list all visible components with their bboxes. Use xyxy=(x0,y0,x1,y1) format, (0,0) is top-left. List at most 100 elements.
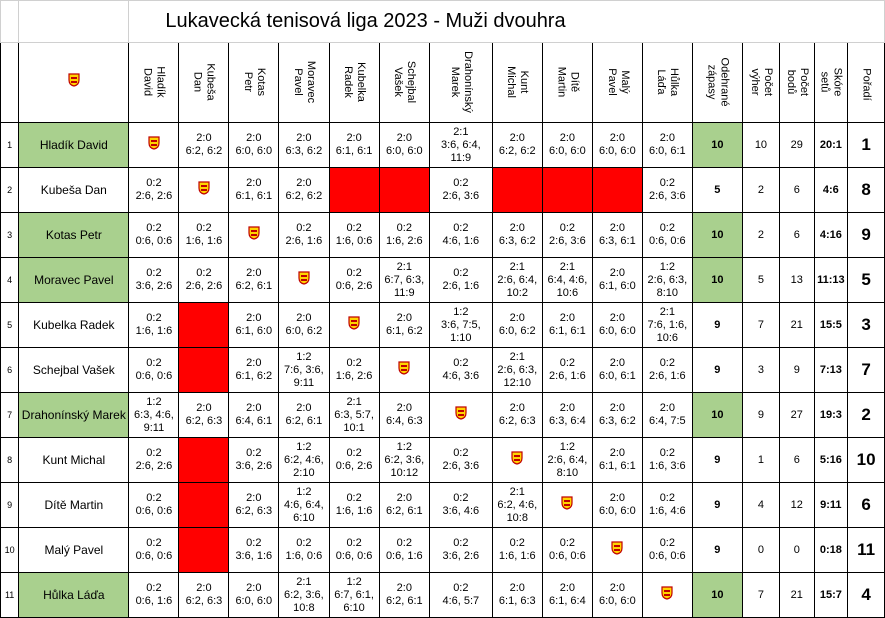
win-count: 5 xyxy=(741,257,781,303)
club-logo-icon xyxy=(453,405,469,420)
win-count: 4 xyxy=(741,482,781,528)
column-header-label: Moravec Pavel xyxy=(291,60,317,104)
match-score: 2:1 6:7, 6:3, 11:9 xyxy=(384,260,425,299)
point-count: 6 xyxy=(779,212,815,258)
match-score: 2:1 6:2, 4:6, 10:8 xyxy=(497,485,538,524)
match-score-cell: 0:2 3:6, 2:6 xyxy=(128,257,180,303)
match-score-cell: 0:2 0:6, 0:6 xyxy=(128,347,180,393)
column-header-player: Schejbal Vašek xyxy=(378,42,430,123)
row-number: 11 xyxy=(0,572,20,618)
column-header-label: Schejbal Vašek xyxy=(392,60,418,104)
unplayed-match-cell xyxy=(178,302,230,348)
win-count: 10 xyxy=(741,122,781,168)
match-score: 2:0 6:4, 6:1 xyxy=(235,402,273,427)
match-score-cell: 1:2 6:2, 3:6, 10:12 xyxy=(378,437,430,483)
match-score-cell: 1:2 3:6, 7:5, 1:10 xyxy=(428,302,493,348)
match-score-cell: 2:1 6:7, 6:3, 11:9 xyxy=(378,257,430,303)
match-score: 0:2 1:6, 1:6 xyxy=(185,222,223,247)
club-logo-icon xyxy=(146,135,162,150)
rank: 7 xyxy=(847,347,885,393)
match-score: 0:2 2:6, 3:6 xyxy=(648,177,686,202)
match-score-cell: 0:2 2:6, 1:6 xyxy=(278,212,330,258)
match-score-cell: 2:0 6:1, 6:1 xyxy=(591,437,643,483)
rank: 10 xyxy=(847,437,885,483)
point-count: 21 xyxy=(779,302,815,348)
match-score-cell: 2:0 6:1, 6:2 xyxy=(378,302,430,348)
table-row: 11 Hůlka Láďa 0:2 0:6, 1:6 2:0 6:2, 6:3 2:0 6:0… xyxy=(0,572,885,618)
match-score: 0:2 0:6, 0:6 xyxy=(135,537,173,562)
table-title: Lukavecká tenisová liga 2023 - Muži dvou… xyxy=(128,0,885,43)
match-score: 0:2 3:6, 2:6 xyxy=(442,537,480,562)
match-score: 2:0 6:2, 6:3 xyxy=(235,492,273,517)
table-row: 2 Kubeša Dan 0:2 2:6, 2:6 2:0 6:1, 6:1 2:0 6:2,… xyxy=(0,167,885,213)
rank: 6 xyxy=(847,482,885,528)
table-row: 1 Hladík David 2:0 6:2, 6:2 2:0 6:0, 6:0 2:0 6:… xyxy=(0,122,885,168)
match-score-cell: 0:2 0:6, 0:6 xyxy=(128,527,180,573)
match-score-cell: 2:0 6:2, 6:1 xyxy=(278,392,330,438)
set-score: 9:11 xyxy=(813,482,849,528)
match-score-cell: 0:2 1:6, 1:6 xyxy=(491,527,543,573)
match-score-cell: 2:0 6:1, 6:1 xyxy=(328,122,380,168)
win-count: 1 xyxy=(741,437,781,483)
match-score-cell: 2:0 6:0, 6:0 xyxy=(228,122,280,168)
match-score: 2:1 2:6, 6:4, 10:2 xyxy=(497,260,538,299)
self-match-cell xyxy=(128,122,180,168)
column-header-label: Skóre setů xyxy=(818,67,844,97)
match-score: 0:2 0:6, 1:6 xyxy=(385,537,423,562)
column-header-stat: Pořadí xyxy=(847,42,885,123)
match-score-cell: 0:2 2:6, 1:6 xyxy=(641,347,693,393)
match-score-cell: 0:2 2:6, 1:6 xyxy=(428,257,493,303)
row-number: 8 xyxy=(0,437,20,483)
match-score-cell: 2:0 6:0, 6:2 xyxy=(491,302,543,348)
player-name: Malý Pavel xyxy=(18,527,130,573)
match-score-cell: 2:0 6:0, 6:0 xyxy=(591,482,643,528)
set-score: 19:3 xyxy=(813,392,849,438)
match-score-cell: 0:2 0:6, 0:6 xyxy=(641,212,693,258)
row-number: 4 xyxy=(0,257,20,303)
match-score-cell: 2:0 6:0, 6:2 xyxy=(278,302,330,348)
match-score-cell: 2:0 6:2, 6:1 xyxy=(228,257,280,303)
club-logo-icon xyxy=(659,585,675,600)
match-score-cell: 2:0 6:2, 6:3 xyxy=(491,392,543,438)
set-score: 5:16 xyxy=(813,437,849,483)
match-score: 0:2 0:6, 0:6 xyxy=(648,537,686,562)
match-score: 0:2 1:6, 0:6 xyxy=(285,537,323,562)
win-count: 2 xyxy=(741,212,781,258)
match-score-cell: 2:0 6:3, 6:2 xyxy=(491,212,543,258)
player-name: Drahonínský Marek xyxy=(18,392,130,438)
match-score: 2:0 6:2, 6:2 xyxy=(498,132,536,157)
match-score: 1:2 6:2, 3:6, 10:12 xyxy=(384,440,425,479)
matches-played: 10 xyxy=(691,392,743,438)
match-score-cell: 2:0 6:0, 6:1 xyxy=(591,347,643,393)
match-score: 2:0 6:2, 6:3 xyxy=(185,402,223,427)
rank: 11 xyxy=(847,527,885,573)
table-row: 8 Kunt Michal 0:2 2:6, 2:6 0:2 3:6, 2:6 1:2 6:2… xyxy=(0,437,885,483)
match-score: 2:0 6:2, 6:3 xyxy=(498,402,536,427)
rank: 4 xyxy=(847,572,885,618)
match-score: 1:2 3:6, 7:5, 1:10 xyxy=(440,305,481,344)
set-score: 0:18 xyxy=(813,527,849,573)
match-score-cell: 2:0 6:4, 6:3 xyxy=(378,392,430,438)
match-score-cell: 0:2 2:6, 2:6 xyxy=(128,437,180,483)
match-score-cell: 2:0 6:1, 6:0 xyxy=(591,257,643,303)
match-score: 2:1 2:6, 6:3, 12:10 xyxy=(497,350,538,389)
matches-played: 10 xyxy=(691,257,743,303)
player-name: Dítě Martin xyxy=(18,482,130,528)
match-score: 0:2 1:6, 2:6 xyxy=(335,357,373,382)
match-score-cell: 2:0 6:1, 6:2 xyxy=(228,347,280,393)
unplayed-match-cell xyxy=(591,167,643,213)
rank: 9 xyxy=(847,212,885,258)
point-count: 6 xyxy=(779,437,815,483)
match-score-cell: 2:1 3:6, 6:4, 11:9 xyxy=(428,122,493,168)
self-match-cell xyxy=(641,572,693,618)
match-score: 0:2 2:6, 2:6 xyxy=(135,447,173,472)
unplayed-match-cell xyxy=(178,347,230,393)
match-score-cell: 0:2 3:6, 4:6 xyxy=(428,482,493,528)
self-match-cell xyxy=(228,212,280,258)
table-row: 10 Malý Pavel 0:2 0:6, 0:6 0:2 3:6, 1:6 0:2 1:6… xyxy=(0,527,885,573)
match-score-cell: 2:0 6:1, 6:0 xyxy=(228,302,280,348)
match-score: 2:0 6:1, 6:0 xyxy=(235,312,273,337)
match-score: 0:2 0:6, 0:6 xyxy=(135,492,173,517)
match-score: 2:0 6:0, 6:0 xyxy=(599,582,636,607)
